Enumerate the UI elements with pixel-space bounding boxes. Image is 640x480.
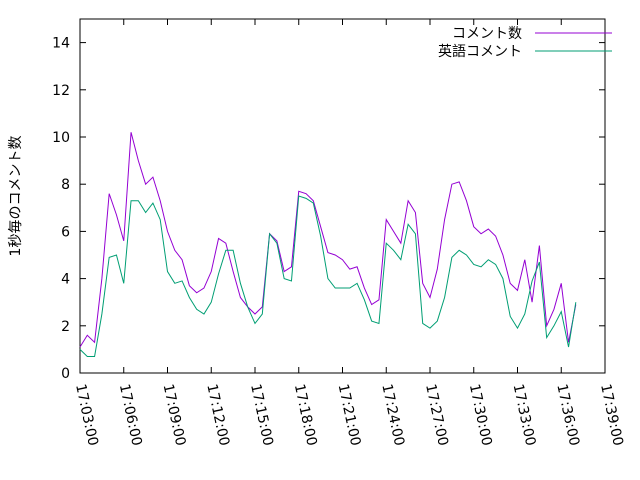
legend-label: コメント数 (452, 26, 522, 42)
y-tick-label: 0 (61, 366, 70, 382)
series-line (79, 132, 577, 348)
x-tick-label: 17:21:00 (335, 383, 364, 448)
x-tick-label: 17:09:00 (160, 383, 189, 448)
x-tick-label: 17:27:00 (422, 383, 451, 448)
y-tick-label: 6 (61, 224, 70, 240)
x-tick-label: 17:15:00 (247, 383, 276, 448)
y-tick-label: 14 (52, 36, 70, 52)
x-tick-label: 17:12:00 (203, 383, 232, 448)
y-tick-label: 12 (52, 83, 70, 99)
x-tick-label: 17:06:00 (116, 383, 145, 448)
x-tick-label: 17:39:00 (597, 383, 626, 448)
legend-label: 英語コメント (438, 43, 522, 60)
x-tick-label: 17:18:00 (291, 383, 320, 448)
y-tick-label: 10 (52, 130, 70, 146)
y-tick-label: 2 (61, 319, 70, 335)
y-axis-label: 1秒毎のコメント数 (8, 136, 24, 257)
x-tick-label: 17:33:00 (510, 383, 539, 448)
y-tick-label: 4 (61, 272, 70, 288)
x-tick-label: 17:24:00 (378, 383, 407, 448)
series-line (79, 195, 577, 357)
y-tick-label: 8 (61, 177, 70, 193)
x-tick-label: 17:36:00 (553, 383, 582, 448)
x-tick-label: 17:03:00 (72, 383, 101, 448)
x-tick-label: 17:30:00 (466, 383, 495, 448)
